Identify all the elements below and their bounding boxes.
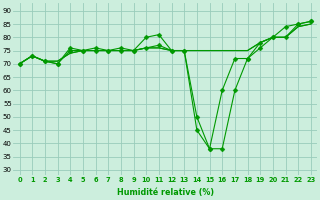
X-axis label: Humidité relative (%): Humidité relative (%) xyxy=(116,188,214,197)
